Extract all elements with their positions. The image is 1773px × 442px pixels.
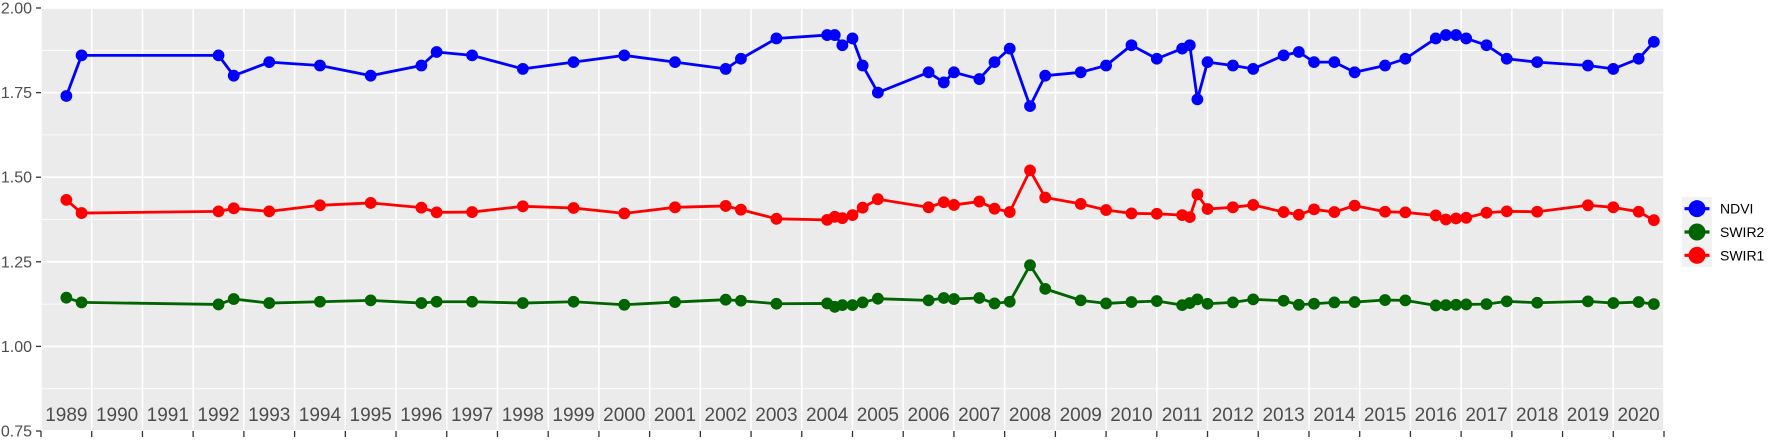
svg-text:2.00: 2.00	[1, 1, 32, 18]
svg-text:2000: 2000	[603, 405, 645, 426]
svg-text:1993: 1993	[248, 405, 290, 426]
svg-text:2002: 2002	[705, 405, 747, 426]
svg-text:1994: 1994	[299, 405, 342, 426]
svg-text:SWIR2: SWIR2	[1720, 224, 1765, 240]
svg-text:NDVI: NDVI	[1720, 201, 1753, 217]
svg-text:2010: 2010	[1110, 405, 1152, 426]
svg-text:1998: 1998	[502, 405, 544, 426]
svg-text:2008: 2008	[1009, 405, 1051, 426]
svg-text:1999: 1999	[552, 405, 594, 426]
svg-text:2020: 2020	[1617, 405, 1659, 426]
svg-text:2005: 2005	[857, 405, 899, 426]
svg-text:1991: 1991	[147, 405, 189, 426]
svg-text:2019: 2019	[1567, 405, 1609, 426]
svg-text:2009: 2009	[1060, 405, 1102, 426]
svg-text:1995: 1995	[350, 405, 392, 426]
svg-text:2012: 2012	[1212, 405, 1254, 426]
svg-text:1.50: 1.50	[1, 170, 32, 187]
svg-text:2007: 2007	[958, 405, 1000, 426]
svg-text:2017: 2017	[1465, 405, 1507, 426]
svg-text:1989: 1989	[45, 405, 87, 426]
svg-text:2006: 2006	[907, 405, 949, 426]
svg-text:1.25: 1.25	[1, 254, 32, 271]
svg-text:1.75: 1.75	[1, 85, 32, 102]
svg-text:2014: 2014	[1313, 405, 1356, 426]
svg-text:1992: 1992	[197, 405, 239, 426]
svg-text:2016: 2016	[1415, 405, 1457, 426]
svg-text:1997: 1997	[451, 405, 493, 426]
svg-text:2018: 2018	[1516, 405, 1558, 426]
svg-text:2011: 2011	[1162, 405, 1203, 426]
svg-text:SWIR1: SWIR1	[1720, 247, 1765, 263]
svg-text:2004: 2004	[806, 405, 849, 426]
svg-text:1.00: 1.00	[1, 339, 32, 356]
svg-text:2001: 2001	[654, 405, 696, 426]
svg-text:2015: 2015	[1364, 405, 1406, 426]
svg-text:0.75: 0.75	[1, 424, 32, 441]
svg-text:1996: 1996	[400, 405, 442, 426]
svg-text:2003: 2003	[755, 405, 797, 426]
svg-text:1990: 1990	[96, 405, 138, 426]
svg-text:2013: 2013	[1262, 405, 1304, 426]
